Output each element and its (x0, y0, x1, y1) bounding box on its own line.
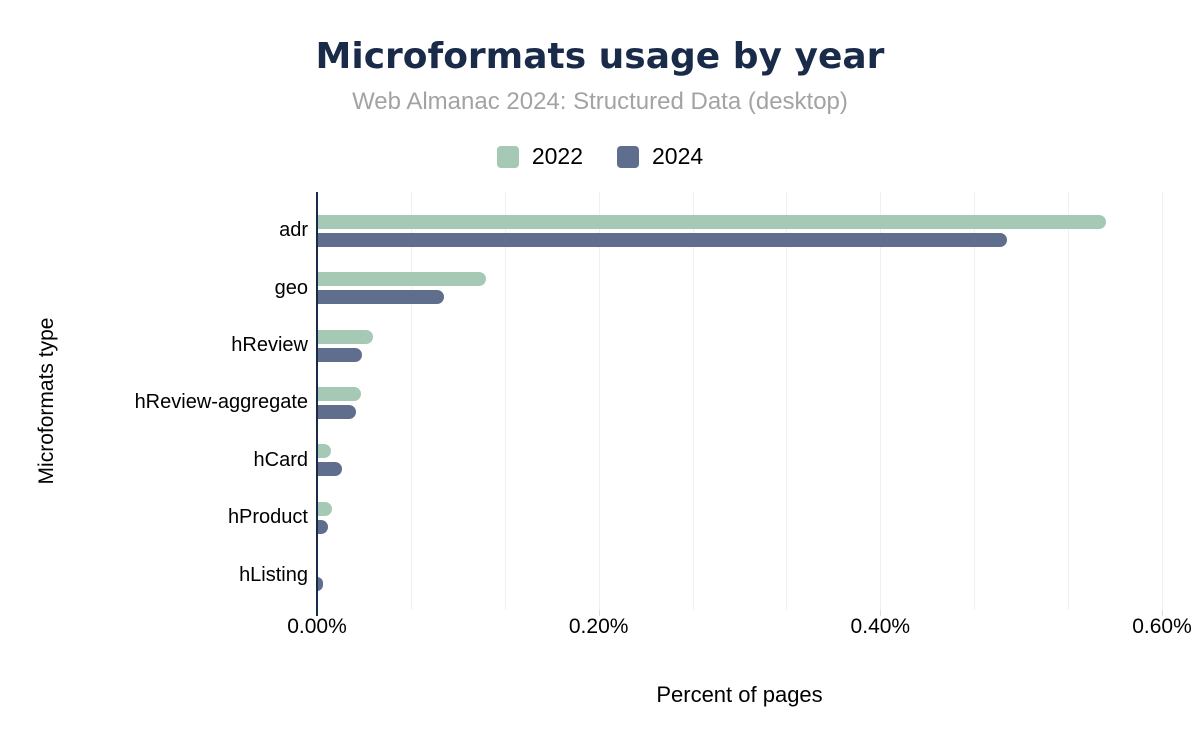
x-axis-tick-labels: 0.00% 0.20% 0.40% 0.60% (287, 615, 1192, 641)
legend-swatch-2024 (617, 145, 639, 168)
bar-2022-hCard (317, 444, 332, 459)
bar-2024-hProduct (317, 519, 329, 534)
plot-area (317, 192, 1163, 616)
legend: 2022 2024 (0, 143, 1200, 170)
gridline (880, 192, 882, 610)
bar-2024-hCard (317, 462, 343, 477)
gridline (786, 192, 788, 610)
gridline (1162, 192, 1163, 610)
y-category-label-adr: adr (279, 219, 308, 242)
chart-subtitle: Web Almanac 2024: Structured Data (deskt… (352, 88, 848, 115)
x-tick-label: 0.60% (1132, 615, 1192, 638)
x-tick-mark (880, 610, 882, 616)
bar-2022-hProduct (317, 501, 333, 516)
x-tick-label: 0.20% (568, 615, 629, 638)
bar-2024-hListing (317, 577, 323, 592)
bar-row-geo (317, 259, 1162, 316)
x-tick-label: 0.00% (287, 615, 347, 638)
y-category-label-hReview: hReview (231, 334, 308, 357)
gridline (504, 192, 506, 610)
bar-2022-hReview-aggregate (317, 386, 361, 401)
y-category-label-hListing: hListing (239, 563, 308, 586)
bar-2024-hReview-aggregate (317, 404, 357, 419)
bar-2024-hReview (317, 347, 363, 362)
x-axis-title: Percent of pages (656, 682, 823, 707)
legend-item-2022: 2022 (496, 143, 583, 170)
legend-label-2024: 2024 (652, 143, 704, 169)
bar-2024-adr (317, 232, 1008, 247)
x-tick-mark (598, 610, 600, 616)
chart-title: Microformats usage by year (315, 36, 885, 77)
bar-row-adr (317, 202, 1162, 259)
bar-row-hProduct (317, 489, 1162, 546)
legend-label-2022: 2022 (531, 143, 583, 169)
bar-row-hReview-aggregate (317, 374, 1162, 431)
bar-2022-hReview (317, 329, 374, 344)
bar-row-hListing (317, 547, 1162, 604)
y-category-label-hReview-aggregate: hReview-aggregate (134, 391, 308, 414)
bar-2022-geo (317, 272, 486, 287)
legend-swatch-2022 (496, 145, 519, 168)
y-category-label-hProduct: hProduct (227, 506, 308, 529)
y-axis-line (316, 192, 318, 616)
bar-2022-adr (317, 214, 1106, 229)
x-tick-mark (1162, 610, 1163, 616)
bar-rows (317, 192, 1162, 610)
y-axis-category-labels: adr geo hReview hReview-aggregate hCard hProd… (0, 192, 308, 610)
gridline (692, 192, 694, 610)
y-category-label-hCard: hCard (253, 448, 308, 471)
y-category-label-geo: geo (274, 276, 308, 299)
gridline (598, 192, 600, 610)
x-tick-label: 0.40% (850, 615, 911, 638)
gridline (1068, 192, 1070, 610)
bar-row-hCard (317, 432, 1162, 489)
legend-item-2024: 2024 (617, 143, 703, 170)
gridline (974, 192, 976, 610)
bar-row-hReview (317, 317, 1162, 374)
gridline (410, 192, 412, 610)
bar-2024-geo (317, 290, 444, 305)
